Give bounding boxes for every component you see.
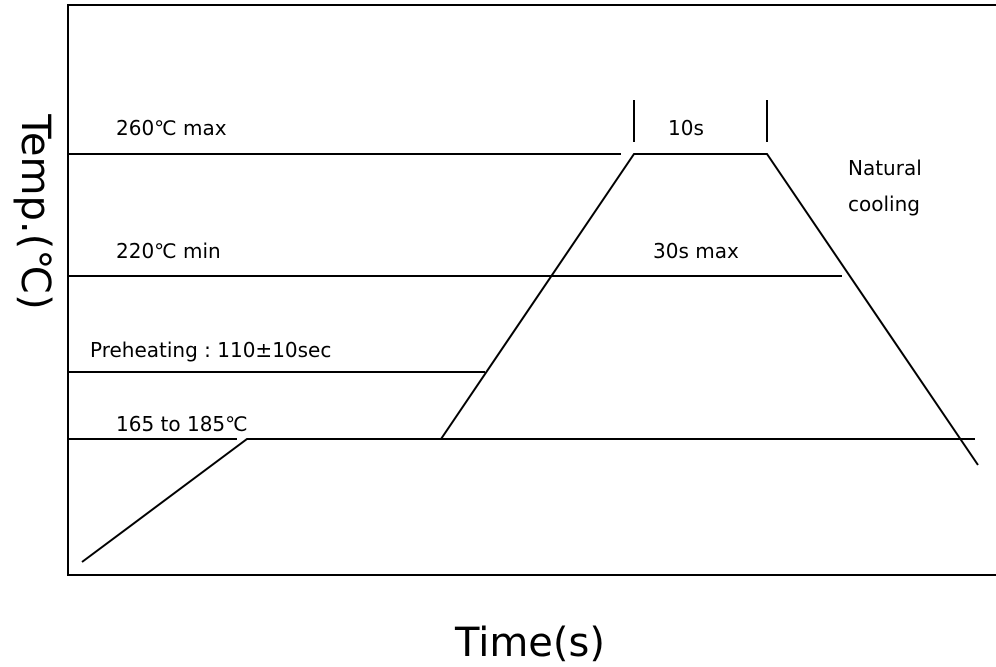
peak-duration-label: 10s bbox=[668, 116, 704, 140]
peak-temp-label: 260℃ max bbox=[116, 116, 227, 140]
soak-temp-label: 165 to 185℃ bbox=[116, 412, 248, 436]
cooling-label-line2: cooling bbox=[848, 192, 920, 216]
preheat-label: Preheating : 110±10sec bbox=[90, 338, 331, 362]
plot-frame bbox=[67, 4, 996, 576]
temperature-profile-curve bbox=[81, 153, 979, 563]
reflow-duration-label: 30s max bbox=[653, 239, 739, 263]
y-axis-title: Temp.(℃) bbox=[12, 113, 58, 309]
x-axis-title: Time(s) bbox=[454, 620, 605, 666]
cooling-label-line1: Natural bbox=[848, 156, 922, 180]
reflow-temp-label: 220℃ min bbox=[116, 239, 221, 263]
